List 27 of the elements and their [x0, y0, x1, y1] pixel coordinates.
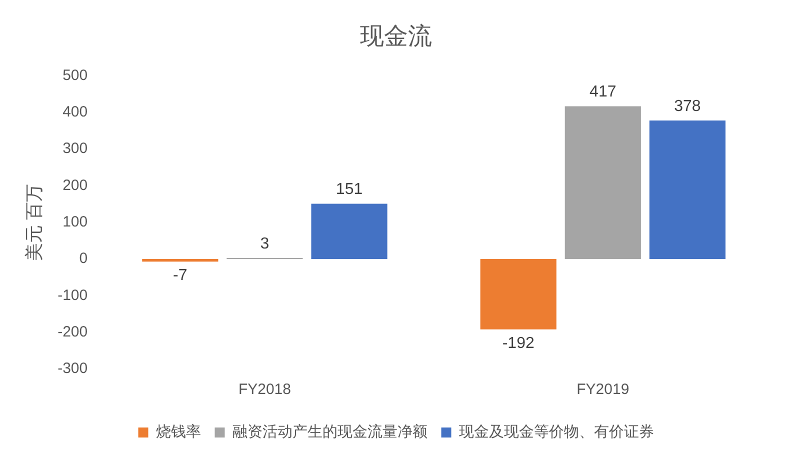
y-tick-label: 0	[79, 250, 88, 268]
data-label: -7	[173, 267, 188, 284]
y-tick-label: 300	[62, 140, 88, 158]
data-label: 417	[590, 84, 616, 101]
y-tick-label: 500	[62, 66, 88, 84]
legend-label: 融资活动产生的现金流量净额	[232, 424, 428, 441]
legend-label: 现金及现金等价物、有价证券	[458, 424, 654, 441]
y-tick-label: -100	[58, 286, 88, 304]
y-tick-label: -200	[58, 323, 88, 340]
bar	[649, 120, 726, 260]
bar	[142, 259, 218, 262]
y-tick-label: -300	[58, 360, 88, 378]
y-tick-label: 400	[62, 104, 88, 121]
bar	[564, 106, 641, 260]
y-tick-label: 100	[62, 214, 88, 231]
chart-title: 现金流	[360, 23, 432, 50]
data-label: -192	[502, 334, 534, 352]
y-tick-label: 200	[62, 176, 88, 194]
bar	[480, 259, 556, 330]
y-axis-title: 美元 百万	[24, 184, 44, 261]
data-label: 3	[260, 235, 270, 252]
data-label: 378	[674, 98, 701, 115]
x-tick-label: FY2019	[576, 381, 630, 398]
legend-label: 烧钱率	[156, 424, 201, 441]
data-label: 151	[336, 181, 363, 198]
x-tick-label: FY2018	[238, 381, 291, 398]
bar	[311, 204, 388, 260]
